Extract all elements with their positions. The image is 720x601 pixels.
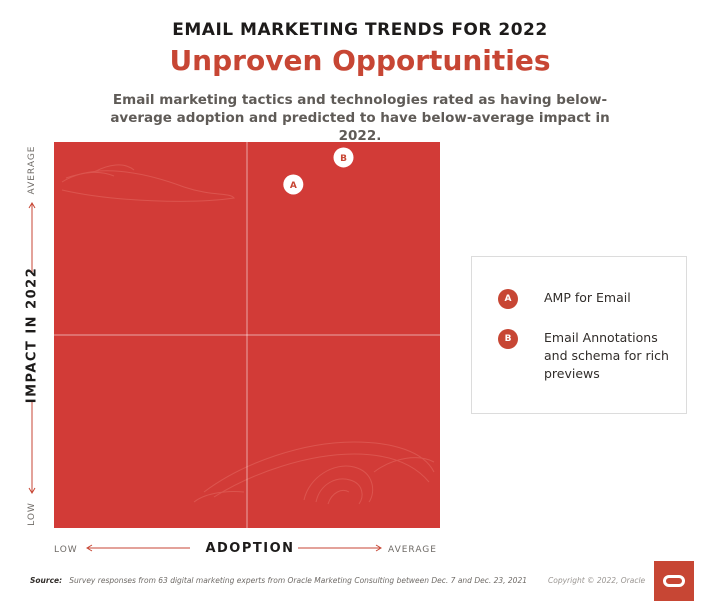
- page-subtitle: Email marketing tactics and technologies…: [110, 92, 610, 144]
- legend-item-a: A AMP for Email: [498, 289, 674, 309]
- x-axis-label: ADOPTION: [205, 541, 295, 556]
- source-label: Source:: [30, 576, 63, 585]
- y-axis-arrow-up: [28, 202, 36, 272]
- data-point-marker-b: [333, 147, 354, 168]
- y-tick-average: AVERAGE: [27, 145, 37, 195]
- data-point-marker-a: [283, 174, 304, 195]
- source-note: Source: Survey responses from 63 digital…: [30, 576, 527, 585]
- legend-badge-a: A: [498, 289, 518, 309]
- page-title: Unproven Opportunities: [169, 44, 551, 77]
- copyright: Copyright © 2022, Oracle: [548, 576, 646, 585]
- data-point-b: B: [333, 147, 354, 168]
- legend: A AMP for Email B Email Annotations and …: [471, 256, 687, 414]
- y-tick-low: LOW: [27, 502, 37, 526]
- oracle-logo-icon: [663, 575, 685, 587]
- page-kicker: EMAIL MARKETING TRENDS FOR 2022: [172, 20, 548, 40]
- legend-badge-b: B: [498, 329, 518, 349]
- y-axis-arrow-down: [28, 400, 36, 494]
- legend-label-a: AMP for Email: [544, 290, 631, 305]
- data-point-a: A: [283, 174, 304, 195]
- x-axis-arrow-right: [298, 544, 382, 552]
- chart-plot: AB: [54, 142, 440, 528]
- legend-label-b: Email Annotations and schema for rich pr…: [544, 330, 669, 381]
- x-tick-low: LOW: [54, 545, 78, 555]
- legend-item-b: B Email Annotations and schema for rich …: [498, 329, 674, 383]
- oracle-logo: [654, 561, 694, 601]
- data-point-label-b: B: [340, 154, 347, 164]
- x-axis-arrow-left: [86, 544, 190, 552]
- data-point-label-a: A: [290, 181, 297, 191]
- texture-lines: [61, 164, 435, 505]
- data-points: AB: [283, 147, 354, 195]
- y-axis-label: IMPACT IN 2022: [24, 266, 40, 404]
- x-tick-average: AVERAGE: [388, 545, 437, 555]
- source-text: Survey responses from 63 digital marketi…: [69, 576, 528, 585]
